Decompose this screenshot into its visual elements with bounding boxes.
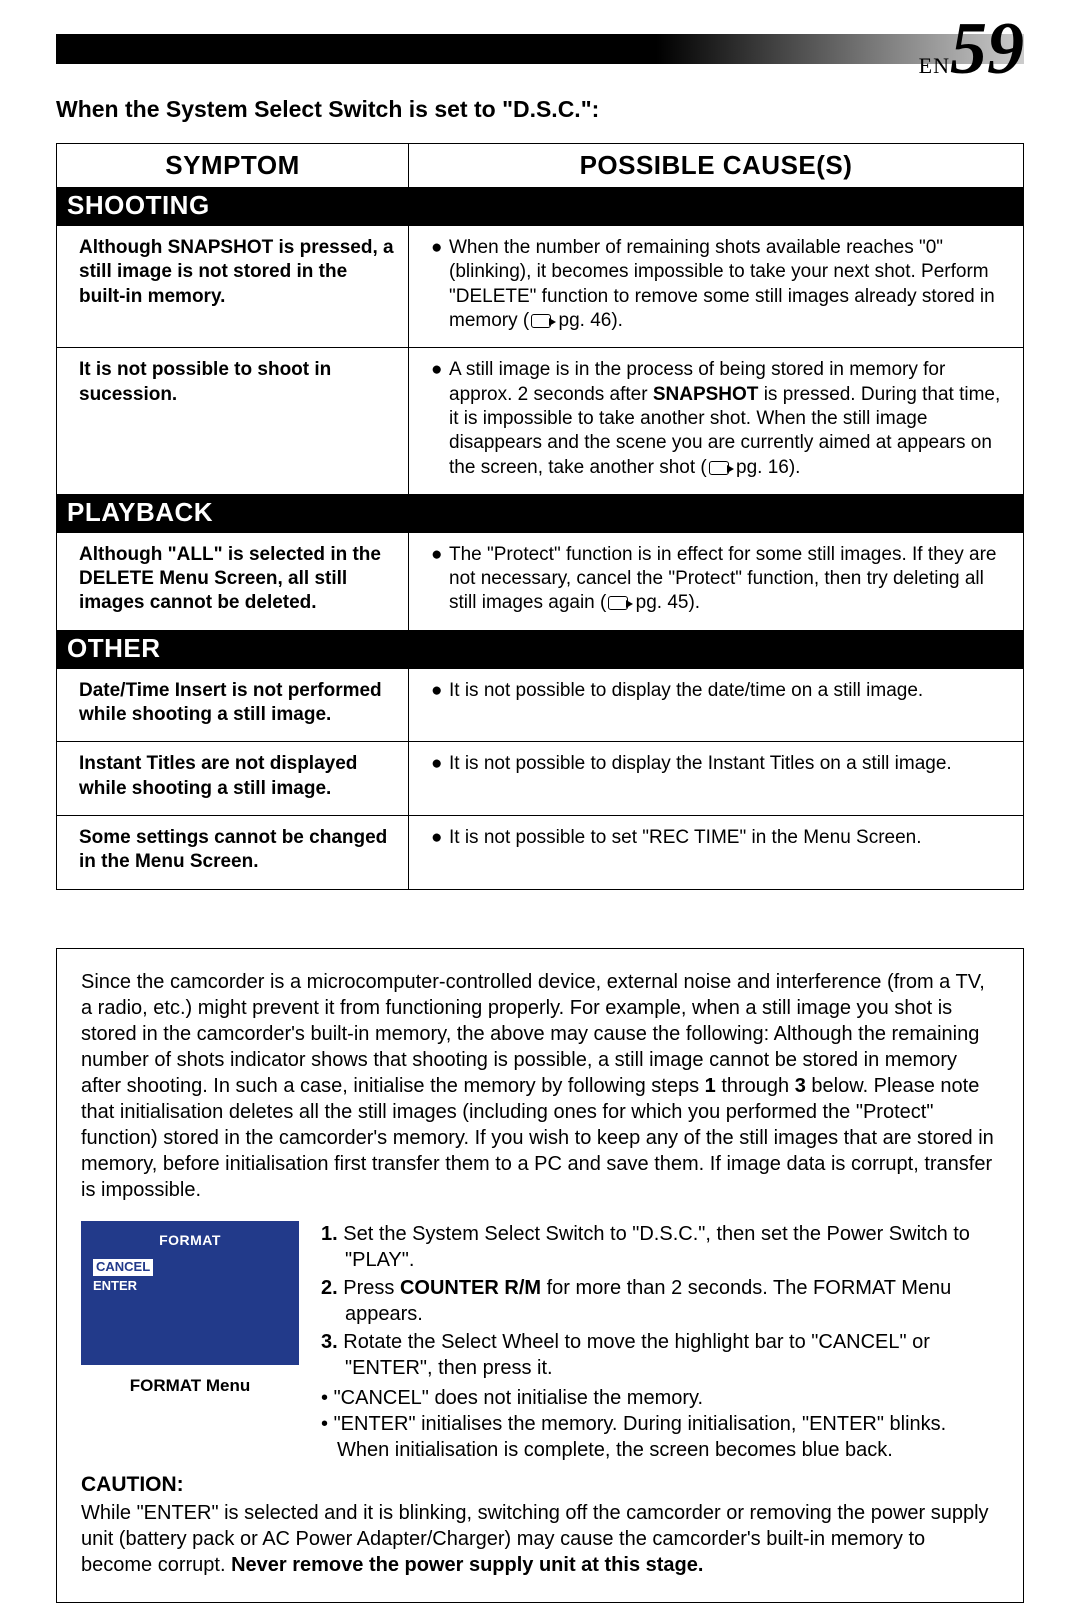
header-bar: EN59 bbox=[56, 34, 1024, 78]
cause-cell: ●A still image is in the process of bein… bbox=[409, 348, 1024, 495]
step-item: 2. Press COUNTER R/M for more than 2 sec… bbox=[321, 1275, 999, 1327]
page-ref-icon bbox=[709, 461, 729, 475]
format-menu-title: FORMAT bbox=[93, 1231, 287, 1249]
format-menu-enter: ENTER bbox=[93, 1278, 287, 1295]
symptom-cell: Although "ALL" is selected in the DELETE… bbox=[57, 532, 409, 630]
cause-cell: ●It is not possible to display the Insta… bbox=[409, 742, 1024, 816]
table-row: Although "ALL" is selected in the DELETE… bbox=[57, 532, 1024, 630]
table-row: Although SNAPSHOT is pressed, a still im… bbox=[57, 226, 1024, 348]
cause-cell: ●It is not possible to set "REC TIME" in… bbox=[409, 816, 1024, 890]
symptom-cell: Although SNAPSHOT is pressed, a still im… bbox=[57, 226, 409, 348]
table-row: Instant Titles are not displayed while s… bbox=[57, 742, 1024, 816]
symptom-cell: Some settings cannot be changed in the M… bbox=[57, 816, 409, 890]
page-ref-icon bbox=[608, 596, 628, 610]
cause-cell: ●The "Protect" function is in effect for… bbox=[409, 532, 1024, 630]
note-item: • "ENTER" initialises the memory. During… bbox=[321, 1411, 999, 1463]
symptom-cell: Instant Titles are not displayed while s… bbox=[57, 742, 409, 816]
page-prefix: EN bbox=[919, 53, 950, 78]
notice-intro: Since the camcorder is a microcomputer-c… bbox=[81, 969, 999, 1203]
symptom-cell: It is not possible to shoot in sucession… bbox=[57, 348, 409, 495]
note-item: • "CANCEL" does not initialise the memor… bbox=[321, 1385, 999, 1411]
page-ref-icon bbox=[531, 314, 551, 328]
category-other: OTHER bbox=[57, 630, 1024, 668]
category-playback: PLAYBACK bbox=[57, 494, 1024, 532]
step-item: 1. Set the System Select Switch to "D.S.… bbox=[321, 1221, 999, 1273]
format-menu-cancel: CANCEL bbox=[93, 1259, 153, 1276]
format-menu-figure: FORMAT CANCEL ENTER FORMAT Menu bbox=[81, 1221, 299, 1463]
step-item: 3. Rotate the Select Wheel to move the h… bbox=[321, 1329, 999, 1381]
notice-box: Since the camcorder is a microcomputer-c… bbox=[56, 948, 1024, 1603]
cause-cell: ●It is not possible to display the date/… bbox=[409, 668, 1024, 742]
gradient-bar bbox=[56, 34, 1024, 64]
col-header-symptom: SYMPTOM bbox=[57, 144, 409, 188]
page-number: EN59 bbox=[919, 12, 1024, 86]
category-shooting: SHOOTING bbox=[57, 188, 1024, 226]
troubleshooting-table: SYMPTOM POSSIBLE CAUSE(S) SHOOTING Altho… bbox=[56, 143, 1024, 890]
caution-text: While "ENTER" is selected and it is blin… bbox=[81, 1500, 999, 1578]
cause-cell: ●When the number of remaining shots avai… bbox=[409, 226, 1024, 348]
table-row: Some settings cannot be changed in the M… bbox=[57, 816, 1024, 890]
col-header-cause: POSSIBLE CAUSE(S) bbox=[409, 144, 1024, 188]
section-title: When the System Select Switch is set to … bbox=[56, 96, 1024, 123]
format-menu-panel: FORMAT CANCEL ENTER bbox=[81, 1221, 299, 1365]
symptom-cell: Date/Time Insert is not performed while … bbox=[57, 668, 409, 742]
page-num-value: 59 bbox=[950, 8, 1024, 90]
steps-column: 1. Set the System Select Switch to "D.S.… bbox=[321, 1221, 999, 1463]
format-menu-caption: FORMAT Menu bbox=[81, 1375, 299, 1397]
caution-heading: CAUTION: bbox=[81, 1471, 999, 1498]
table-row: It is not possible to shoot in sucession… bbox=[57, 348, 1024, 495]
table-row: Date/Time Insert is not performed while … bbox=[57, 668, 1024, 742]
